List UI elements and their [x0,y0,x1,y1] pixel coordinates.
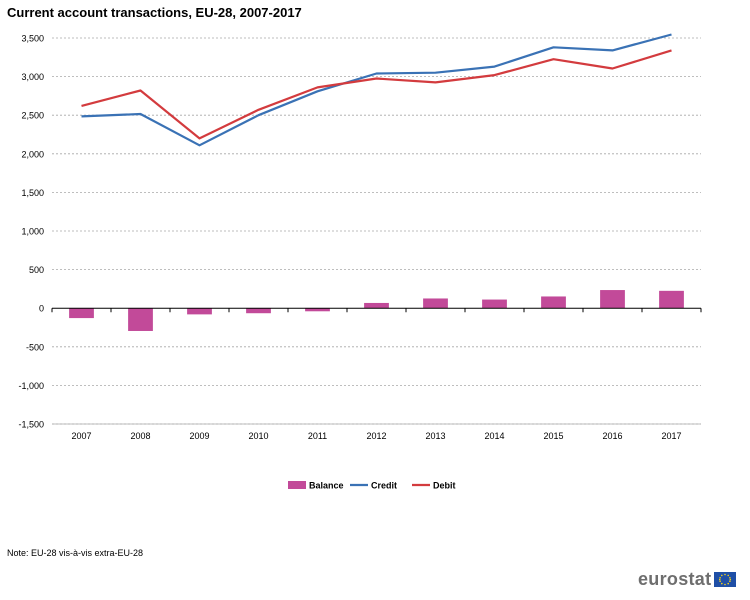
x-tick-label: 2008 [130,431,150,441]
y-tick-label: 0 [39,304,44,314]
x-tick-label: 2016 [602,431,622,441]
y-tick-label: 2,000 [21,149,44,159]
chart: 3,500 3,000 2,500 2,000 1,500 1,000 500 0 -500 -1… [18,33,702,491]
x-tick-label: 2015 [543,431,563,441]
x-tick-label: 2007 [71,431,91,441]
gridlines [52,37,701,425]
balance-bar [305,308,330,312]
eu-flag-icon [714,572,737,587]
balance-bar [600,290,625,309]
x-tick-label: 2017 [661,431,681,441]
eurostat-logo: eurostat [638,569,737,590]
x-tick-label: 2014 [484,431,504,441]
balance-bar [659,290,684,309]
legend-label: Debit [433,481,456,491]
y-tick-label: 2,500 [21,111,44,121]
balance-bar [423,298,448,309]
x-tick-label: 2012 [366,431,386,441]
axes: 3,500 3,000 2,500 2,000 1,500 1,000 500 0 -500 -1… [18,34,702,441]
y-tick-label: -500 [26,342,44,352]
debit-line [81,49,672,140]
legend-label: Balance [309,481,344,491]
legend-label: Credit [371,481,397,491]
y-tick-label: 1,000 [21,227,44,237]
x-tick-label: 2009 [189,431,209,441]
x-tick-label: 2010 [248,431,268,441]
balance-bars [69,290,684,331]
y-tick-label: 1,500 [21,188,44,198]
y-tick-label: -1,000 [18,381,44,391]
legend-swatch-balance [288,481,306,489]
x-tick-label: 2013 [425,431,445,441]
balance-bar [482,299,507,309]
chart-note: Note: EU-28 vis-à-vis extra-EU-28 [7,548,144,558]
series-lines [81,33,672,147]
balance-bar [364,302,389,309]
logo-text: eurostat [638,569,712,589]
y-tick-label: 3,000 [21,72,44,82]
balance-bar [246,308,271,314]
y-tick-label: -1,500 [18,420,44,430]
y-tick-label: 3,500 [21,34,44,44]
balance-bar [187,308,212,315]
balance-bar [69,308,94,319]
balance-bar [128,308,153,331]
x-tick-label: 2011 [308,431,327,441]
chart-title: Current account transactions, EU-28, 200… [7,5,302,20]
balance-bar [541,296,566,309]
y-tick-label: 500 [29,265,44,275]
legend: Balance Credit Debit [288,481,456,491]
credit-line [81,33,672,147]
